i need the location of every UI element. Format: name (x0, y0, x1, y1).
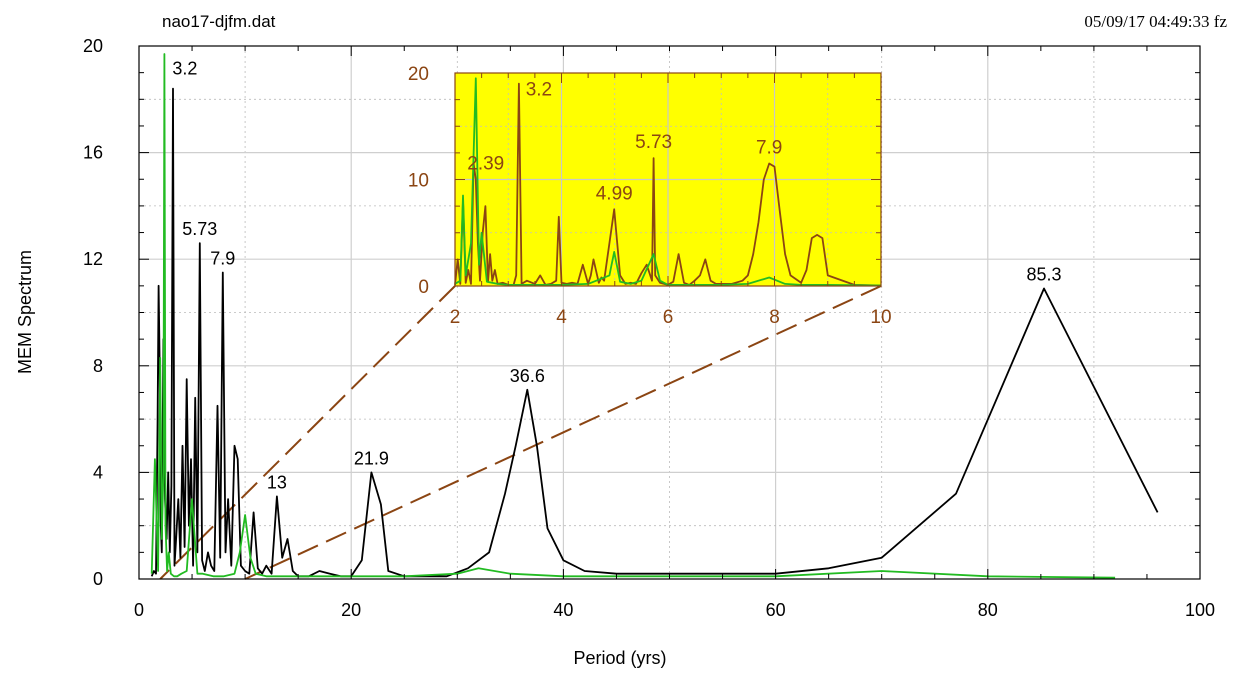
inset-xtick-label-2: 2 (450, 307, 461, 328)
main-xtick-label-40: 40 (553, 600, 573, 620)
main-ytick-label-4: 4 (93, 462, 103, 482)
inset-xtick-label-6: 6 (663, 307, 674, 328)
inset-xtick-label-4: 4 (556, 307, 567, 328)
main-annotation-6: 85.3 (1027, 265, 1062, 285)
inset-annotations: 2.39 3.2 4.99 5.73 7.9 (467, 80, 782, 205)
main-ytick-label-20: 20 (83, 36, 103, 56)
main-xtick-label-100: 100 (1185, 600, 1215, 620)
inset-chart: 2.39 3.2 4.99 5.73 7.9 2 4 6 8 10 0 10 20 (408, 64, 892, 328)
main-annotations: 3.2 5.73 7.9 13 21.9 36.6 85.3 (172, 59, 1061, 493)
main-annotation-4: 21.9 (354, 448, 389, 468)
main-series-0 (150, 87, 1159, 578)
main-xtick-label-60: 60 (766, 600, 786, 620)
main-series-1 (150, 53, 1116, 579)
inset-tick-labels: 2 4 6 8 10 0 10 20 (408, 64, 892, 328)
main-ytick-label-16: 16 (83, 143, 103, 163)
zoom-line-right (244, 285, 882, 580)
main-xtick-label-20: 20 (341, 600, 361, 620)
main-annotation-0: 3.2 (172, 59, 197, 79)
inset-series-0 (454, 82, 882, 287)
inset-annotation-0: 2.39 (467, 154, 504, 175)
inset-ytick-label-0: 0 (418, 277, 429, 298)
filename-label: nao17-djfm.dat (162, 12, 276, 31)
main-ytick-label-0: 0 (93, 569, 103, 589)
inset-xtick-label-8: 8 (769, 307, 780, 328)
main-xtick-label-0: 0 (134, 600, 144, 620)
main-series (150, 53, 1159, 579)
main-ytick-label-8: 8 (93, 356, 103, 376)
inset-series (454, 77, 882, 287)
inset-series-1 (454, 77, 882, 287)
main-annotation-3: 13 (267, 472, 287, 492)
main-xtick-label-80: 80 (978, 600, 998, 620)
inset-annotation-2: 4.99 (596, 183, 633, 204)
main-annotation-1: 5.73 (182, 219, 217, 239)
x-axis-label: Period (yrs) (573, 648, 666, 668)
inset-ticks (454, 72, 882, 287)
inset-grid (455, 73, 881, 286)
main-annotation-5: 36.6 (510, 366, 545, 386)
main-ytick-label-12: 12 (83, 249, 103, 269)
timestamp-label: 05/09/17 04:49:33 fz (1084, 12, 1227, 31)
inset-ytick-label-20: 20 (408, 64, 429, 85)
main-annotation-2: 7.9 (210, 249, 235, 269)
inset-annotation-4: 7.9 (756, 138, 782, 159)
inset-xtick-label-10: 10 (870, 307, 891, 328)
zoom-line-left (159, 285, 456, 580)
inset-annotation-3: 5.73 (635, 132, 672, 153)
inset-ytick-label-10: 10 (408, 171, 429, 192)
inset-annotation-1: 3.2 (526, 80, 552, 101)
zoom-lines (159, 285, 882, 580)
y-axis-label: MEM Spectrum (15, 250, 35, 374)
main-ticks (138, 45, 1201, 580)
